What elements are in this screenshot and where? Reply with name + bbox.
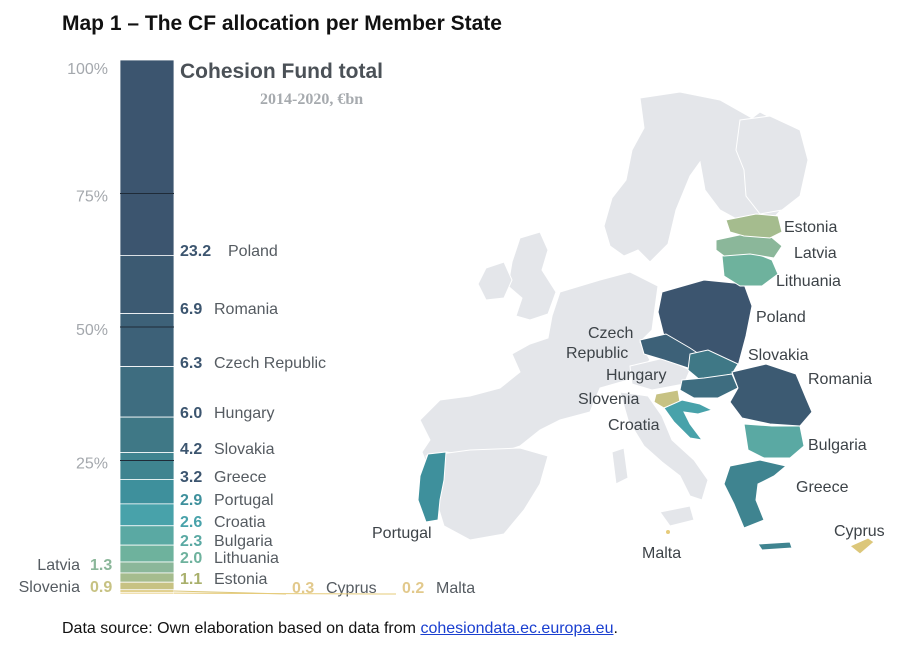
name-label-estonia: Estonia xyxy=(214,571,267,588)
bar-segment-slovenia xyxy=(119,581,175,591)
value-label-slovakia: 4.2 xyxy=(180,441,202,458)
map-croatia xyxy=(663,399,714,441)
map-label-bulgaria: Bulgaria xyxy=(808,437,867,454)
y-tick-label: 25% xyxy=(76,456,108,473)
source-link[interactable]: cohesiondata.ec.europa.eu xyxy=(420,620,614,637)
segment-labels: 23.2 Poland 6.9 Romania 6.3 Czech Republic 6.0… xyxy=(19,243,476,597)
bar-segment-croatia xyxy=(119,503,175,527)
bar-segment-greece xyxy=(119,452,175,480)
name-label-croatia: Croatia xyxy=(214,514,266,531)
name-label-slovakia: Slovakia xyxy=(214,441,275,458)
name-label-cyprus: Cyprus xyxy=(326,580,377,597)
source-suffix: . xyxy=(613,620,618,637)
map-label-slovenia: Slovenia xyxy=(578,391,639,408)
bar-segment-hungary xyxy=(119,366,175,418)
chart-subtitle: 2014-2020, €bn xyxy=(260,91,363,108)
map-label-greece: Greece xyxy=(796,479,849,496)
y-tick-label: 75% xyxy=(76,189,108,206)
leader-line-malta xyxy=(173,592,397,595)
name-label-czech-republic: Czech Republic xyxy=(214,355,326,372)
map-base-italy xyxy=(619,391,709,501)
name-label-malta: Malta xyxy=(436,580,475,597)
value-label-cyprus: 0.3 xyxy=(292,580,314,597)
europe-map: Estonia Latvia Lithuania Poland Czech Re… xyxy=(372,91,885,562)
bar-segment-latvia xyxy=(119,561,175,574)
map-base-finland xyxy=(735,115,809,215)
name-label-hungary: Hungary xyxy=(214,405,274,422)
map-label-malta: Malta xyxy=(642,545,681,562)
map-label-romania: Romania xyxy=(808,371,872,388)
map-label-republic: Republic xyxy=(566,345,628,362)
value-label-romania: 6.9 xyxy=(180,301,202,318)
map-label-cyprus: Cyprus xyxy=(834,523,885,540)
value-label-greece: 3.2 xyxy=(180,469,202,486)
value-label-latvia: 1.3 xyxy=(90,557,112,574)
name-label-slovenia: Slovenia xyxy=(19,579,80,596)
name-label-romania: Romania xyxy=(214,301,278,318)
name-label-bulgaria: Bulgaria xyxy=(214,533,273,550)
map-label-croatia: Croatia xyxy=(608,417,660,434)
map-crete xyxy=(757,541,793,551)
bar-segment-bulgaria xyxy=(119,525,175,546)
value-label-bulgaria: 2.3 xyxy=(180,533,202,550)
name-label-poland: Poland xyxy=(228,243,278,260)
y-tick-label: 50% xyxy=(76,322,108,339)
value-label-estonia: 1.1 xyxy=(180,571,202,588)
name-label-lithuania: Lithuania xyxy=(214,550,279,567)
bar-segment-malta xyxy=(119,591,175,595)
value-label-slovenia: 0.9 xyxy=(90,579,112,596)
map-greece xyxy=(723,459,788,529)
y-axis: 100% 75% 50% 25% xyxy=(67,61,108,473)
map-cyprus xyxy=(849,537,875,555)
stacked-bar-chart: Cohesion Fund total 2014-2020, €bn 100% 7… xyxy=(19,59,476,597)
map-label-poland: Poland xyxy=(756,309,806,326)
map-label-hungary: Hungary xyxy=(606,367,666,384)
value-label-malta: 0.2 xyxy=(402,580,424,597)
name-label-latvia: Latvia xyxy=(37,557,80,574)
bar-segment-lithuania xyxy=(119,544,175,563)
bar-segment-estonia xyxy=(119,572,175,583)
value-label-poland: 23.2 xyxy=(180,243,211,260)
bar-segment-slovakia xyxy=(119,416,175,453)
map-latvia xyxy=(715,233,783,259)
map-label-estonia: Estonia xyxy=(784,219,837,236)
bar-segments xyxy=(119,59,175,595)
bar-segment-portugal xyxy=(119,479,175,505)
page-title: Map 1 – The CF allocation per Member Sta… xyxy=(62,12,502,35)
map-label-czech: Czech xyxy=(588,325,633,342)
map-bulgaria xyxy=(743,423,805,459)
source-text: Data source: Own elaboration based on da… xyxy=(62,620,421,637)
map-label-lithuania: Lithuania xyxy=(776,273,841,290)
value-label-czech-republic: 6.3 xyxy=(180,355,202,372)
map-label-portugal: Portugal xyxy=(372,525,432,542)
value-label-lithuania: 2.0 xyxy=(180,550,202,567)
map-base-sardinia xyxy=(611,447,629,485)
value-label-croatia: 2.6 xyxy=(180,514,202,531)
map-label-slovakia: Slovakia xyxy=(748,347,809,364)
y-tick-label: 100% xyxy=(67,61,108,78)
map-base-sicily xyxy=(659,505,695,527)
map-romania xyxy=(729,363,813,427)
name-label-greece: Greece xyxy=(214,469,267,486)
name-label-portugal: Portugal xyxy=(214,492,274,509)
map-base-uk xyxy=(507,231,557,321)
bar-segment-romania xyxy=(119,255,175,314)
chart-title: Cohesion Fund total xyxy=(180,60,383,83)
value-label-portugal: 2.9 xyxy=(180,492,202,509)
map-portugal xyxy=(417,451,447,523)
map-estonia xyxy=(725,213,783,239)
map-hungary xyxy=(679,373,739,399)
bar-segment-czech-republic xyxy=(119,313,175,367)
map-label-latvia: Latvia xyxy=(794,245,837,262)
map-base-ireland xyxy=(477,261,513,301)
map-malta xyxy=(666,530,670,534)
value-label-hungary: 6.0 xyxy=(180,405,202,422)
bar-segment-poland xyxy=(119,59,175,256)
data-source-note: Data source: Own elaboration based on da… xyxy=(62,620,618,638)
